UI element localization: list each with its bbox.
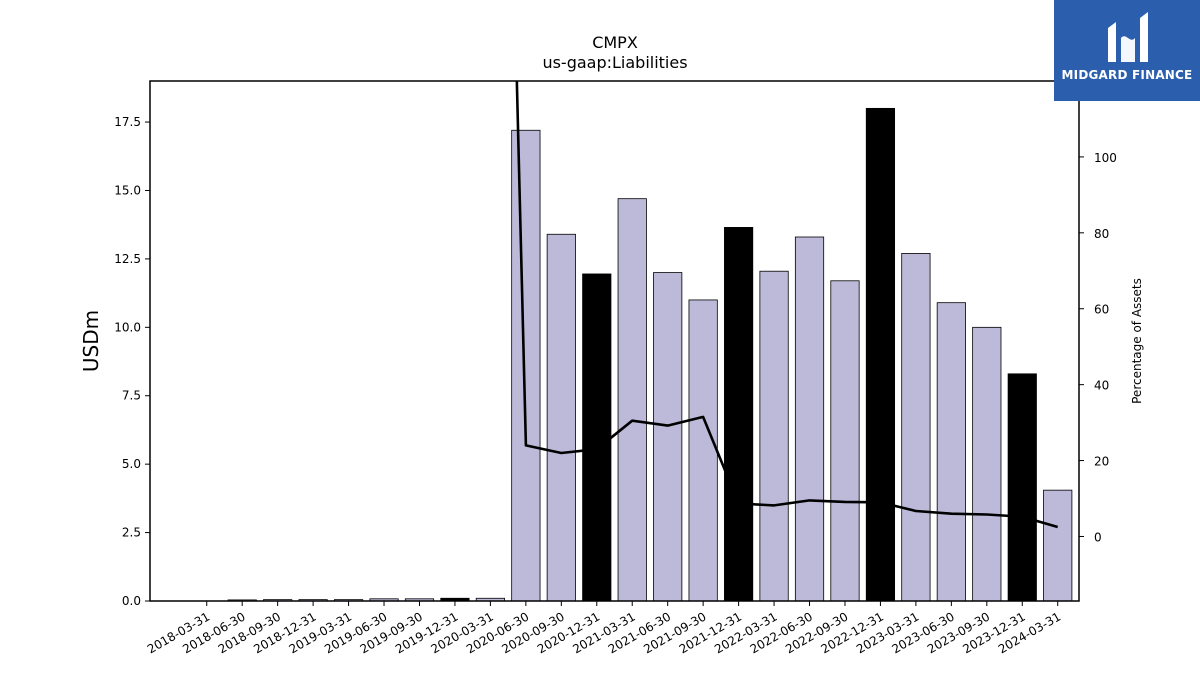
brand-name: MIDGARD FINANCE	[1061, 68, 1193, 82]
bar	[617, 198, 647, 602]
bar	[901, 253, 931, 602]
chart-title: CMPX	[592, 33, 638, 52]
x-axis: 2018-03-312018-06-302018-09-302018-12-31…	[145, 601, 1063, 656]
bar	[582, 273, 612, 602]
right-axis: 0 20 40 60 80 100	[1079, 151, 1117, 544]
bar	[546, 233, 576, 602]
bar	[830, 280, 860, 602]
y-tick-label: 17.5	[114, 115, 141, 129]
y2-tick-label: 0	[1094, 530, 1102, 544]
y-tick-label: 2.5	[122, 526, 141, 540]
y2-tick-label: 20	[1094, 455, 1109, 469]
y-tick-label: 5.0	[122, 457, 141, 471]
y2-axis-title: Percentage of Assets	[1130, 278, 1144, 404]
midgard-logo-icon	[1108, 12, 1148, 62]
left-axis: 0.0 2.5 5.0 7.5 10.0 12.5 15.0 17.5	[114, 115, 150, 608]
y2-tick-label: 80	[1094, 227, 1109, 241]
bar	[794, 236, 825, 602]
bar	[759, 270, 789, 602]
bar	[688, 299, 718, 602]
bar	[724, 227, 754, 602]
bar	[1043, 489, 1073, 602]
bars-layer	[227, 107, 1073, 602]
y2-tick-label: 40	[1094, 379, 1109, 393]
bar	[653, 272, 683, 602]
y2-tick-label: 60	[1094, 303, 1109, 317]
chart-subtitle: us-gaap:Liabilities	[542, 53, 687, 72]
y-tick-label: 10.0	[114, 320, 141, 334]
brand-logo: MIDGARD FINANCE	[1054, 0, 1200, 101]
percentage-line-layer	[515, 81, 1059, 529]
y2-tick-label: 100	[1094, 151, 1117, 165]
bar	[936, 302, 966, 602]
y-tick-label: 0.0	[122, 594, 141, 608]
bar	[511, 129, 541, 602]
bar	[865, 107, 896, 602]
y-tick-label: 15.0	[114, 183, 141, 197]
plot-frame	[149, 80, 1080, 602]
bar	[972, 326, 1002, 602]
y-tick-label: 7.5	[122, 389, 141, 403]
bar	[1007, 373, 1037, 602]
y-tick-label: 12.5	[114, 252, 141, 266]
percentage-line	[515, 81, 1059, 529]
y-axis-title: USDm	[79, 310, 103, 372]
